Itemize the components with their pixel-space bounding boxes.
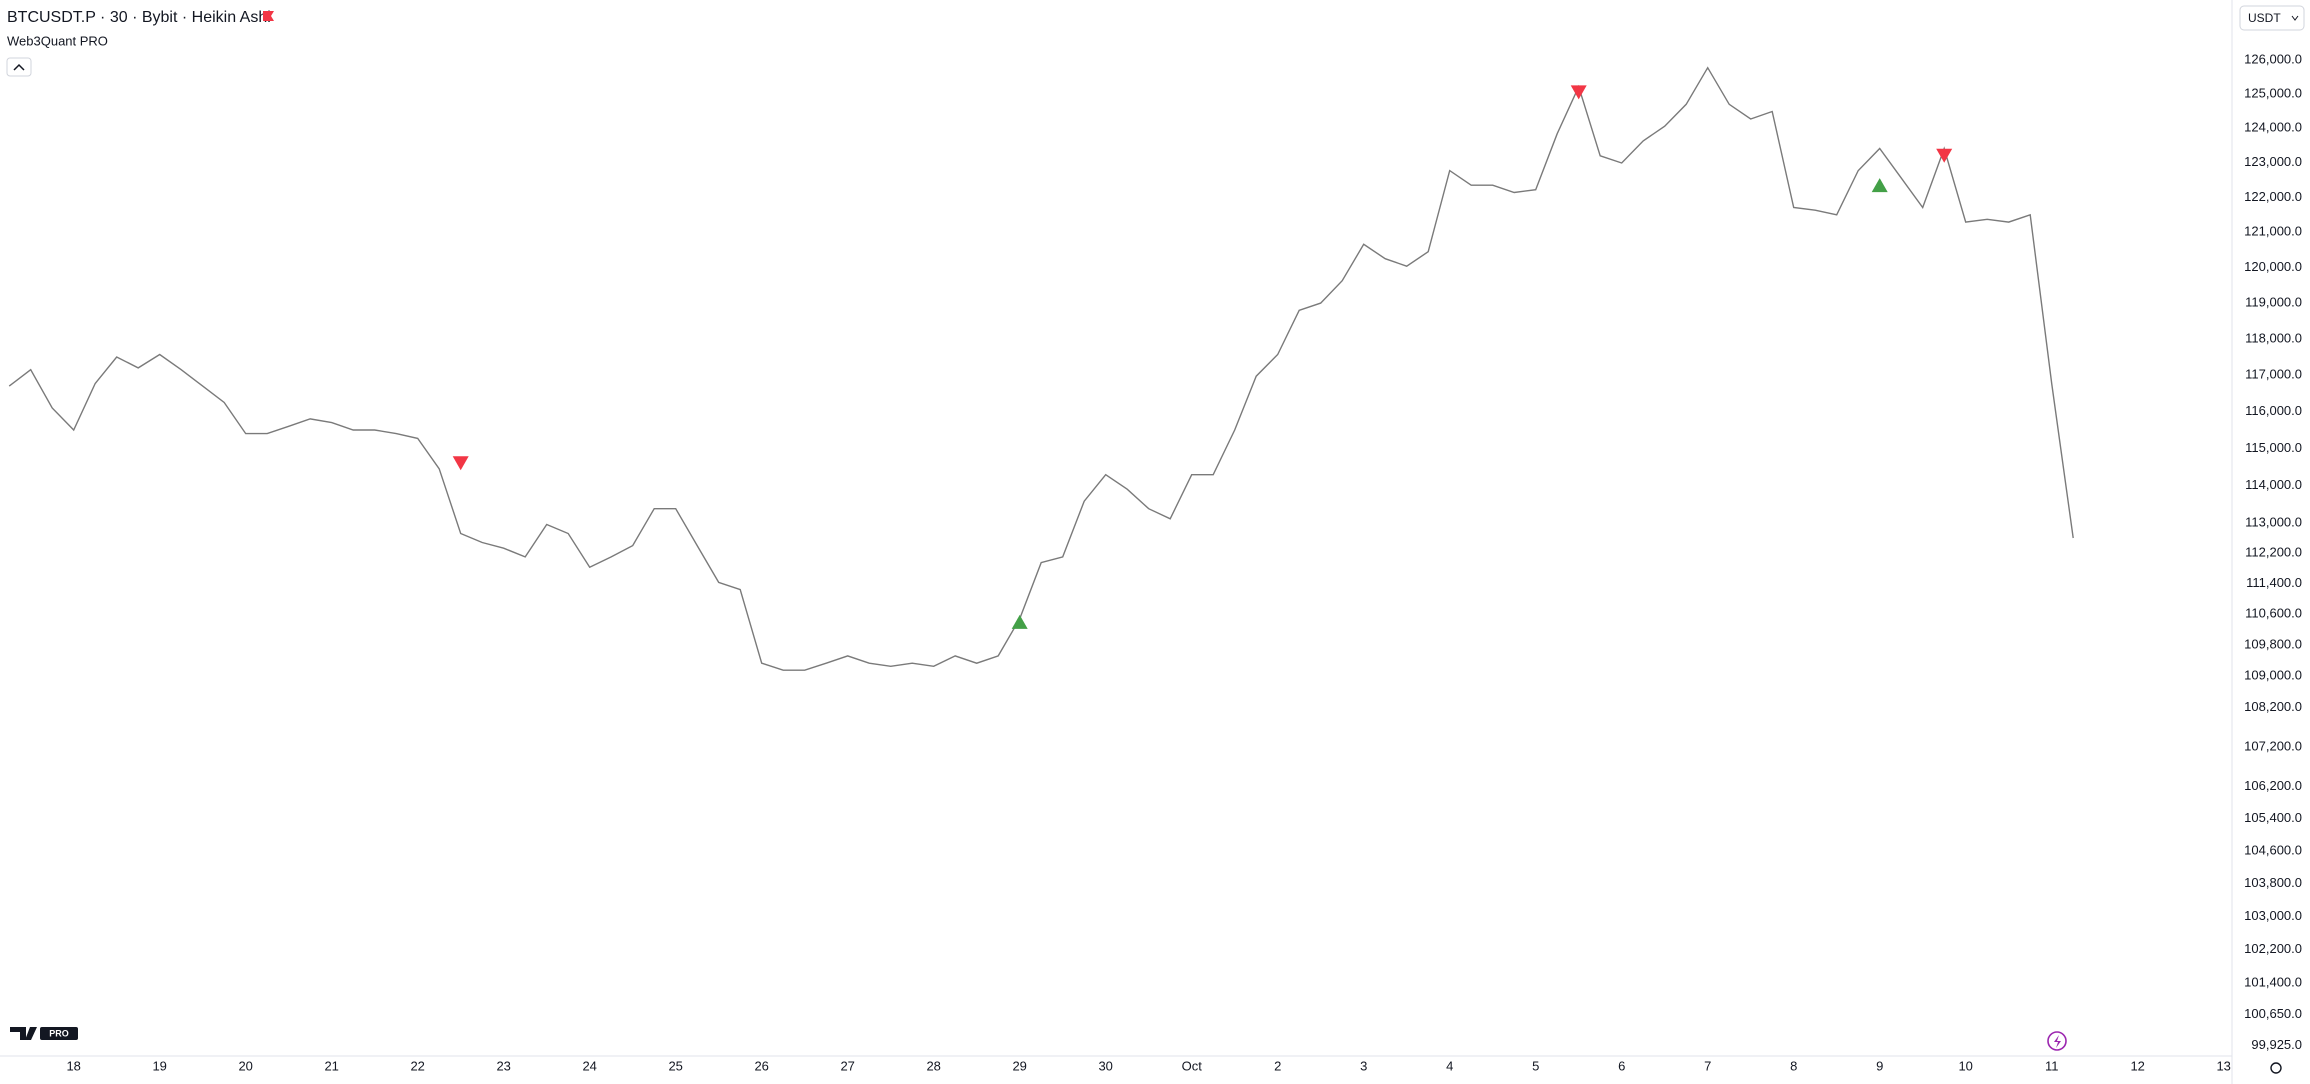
x-tick-label: 4 — [1446, 1058, 1453, 1073]
y-tick-label: 99,925.0 — [2251, 1037, 2302, 1052]
logo-badge — [40, 1027, 78, 1040]
y-tick-label: 103,800.0 — [2244, 875, 2302, 890]
x-tick-label: 23 — [496, 1058, 510, 1073]
y-tick-label: 109,000.0 — [2244, 668, 2302, 683]
x-tick-label: 24 — [582, 1058, 596, 1073]
x-tick-label: 22 — [410, 1058, 424, 1073]
x-tick-label: 7 — [1704, 1058, 1711, 1073]
x-tick-label: 3 — [1360, 1058, 1367, 1073]
x-tick-label: 18 — [66, 1058, 80, 1073]
settings-button[interactable] — [2270, 1062, 2282, 1074]
y-tick-label: 111,400.0 — [2246, 575, 2302, 590]
sell-signal — [1570, 85, 1587, 100]
y-tick-label: 125,000.0 — [2244, 86, 2302, 101]
y-tick-label: 124,000.0 — [2244, 120, 2302, 135]
tradingview-logo: PRO — [10, 1027, 78, 1040]
x-tick-label: 2 — [1274, 1058, 1281, 1073]
logo-badge-text: PRO — [49, 1028, 69, 1038]
y-tick-label: 123,000.0 — [2244, 154, 2302, 169]
buy-signal — [1871, 178, 1888, 193]
x-tick-label: 25 — [668, 1058, 682, 1073]
x-tick-label: 30 — [1098, 1058, 1112, 1073]
x-tick-label: 21 — [324, 1058, 338, 1073]
y-tick-label: 113,000.0 — [2245, 514, 2302, 529]
flag-icon[interactable] — [263, 11, 274, 21]
x-tick-label: 26 — [754, 1058, 768, 1073]
x-tick-label: Oct — [1182, 1058, 1203, 1073]
dropdown-icon — [2291, 15, 2299, 21]
x-tick-label: 6 — [1618, 1058, 1625, 1073]
y-tick-label: 119,000.0 — [2245, 295, 2302, 310]
y-tick-label: 115,000.0 — [2245, 440, 2302, 455]
y-tick-label: 106,200.0 — [2244, 778, 2302, 793]
y-tick-label: 114,000.0 — [2245, 477, 2302, 492]
caret-icon — [13, 63, 25, 71]
x-tick-label: 20 — [238, 1058, 252, 1073]
y-tick-label: 116,000.0 — [2245, 403, 2302, 418]
price-line — [8, 66, 2074, 671]
x-tick-label: 11 — [2045, 1058, 2059, 1073]
symbol-title[interactable]: BTCUSDT.P · 30 · Bybit · Heikin Ashi — [7, 9, 271, 26]
y-tick-label: 100,650.0 — [2244, 1006, 2302, 1021]
y-tick-label: 104,600.0 — [2244, 843, 2302, 858]
x-tick-label: 12 — [2130, 1058, 2144, 1073]
y-tick-label: 122,000.0 — [2244, 189, 2302, 204]
indicator-name[interactable]: Web3Quant PRO — [7, 33, 108, 48]
y-tick-label: 105,400.0 — [2244, 810, 2302, 825]
x-tick-label: 8 — [1790, 1058, 1797, 1073]
logo-mark — [10, 1027, 37, 1040]
x-tick-label: 27 — [840, 1058, 854, 1073]
x-tick-label: 29 — [1012, 1058, 1026, 1073]
x-tick-label: 19 — [152, 1058, 166, 1073]
x-tick-label: 28 — [926, 1058, 940, 1073]
y-tick-label: 107,200.0 — [2244, 738, 2302, 753]
x-tick-label: 9 — [1876, 1058, 1883, 1073]
currency-button[interactable] — [2239, 5, 2305, 31]
y-tick-label: 108,200.0 — [2244, 699, 2302, 714]
buy-signal — [1011, 614, 1028, 629]
y-tick-label: 103,000.0 — [2244, 908, 2302, 923]
collapse-button[interactable] — [6, 57, 32, 77]
x-tick-label: 5 — [1532, 1058, 1539, 1073]
y-tick-label: 126,000.0 — [2244, 52, 2302, 67]
y-tick-label: 121,000.0 — [2244, 224, 2302, 239]
x-tick-label: 13 — [2216, 1058, 2230, 1073]
y-tick-label: 109,800.0 — [2244, 636, 2302, 651]
lightning-icon — [2054, 1035, 2061, 1048]
y-tick-label: 118,000.0 — [2245, 330, 2302, 345]
sell-signal — [452, 456, 469, 471]
x-tick-label: 10 — [1958, 1058, 1972, 1073]
y-tick-label: 101,400.0 — [2244, 975, 2302, 990]
y-tick-label: 112,200.0 — [2245, 545, 2302, 560]
y-tick-label: 102,200.0 — [2244, 941, 2302, 956]
y-tick-label: 117,000.0 — [2245, 367, 2302, 382]
sell-signal — [1936, 148, 1953, 163]
currency-label: USDT — [2248, 11, 2281, 25]
y-tick-label: 120,000.0 — [2244, 259, 2302, 274]
y-tick-label: 110,600.0 — [2245, 606, 2302, 621]
lightning-button[interactable] — [2047, 1031, 2067, 1051]
